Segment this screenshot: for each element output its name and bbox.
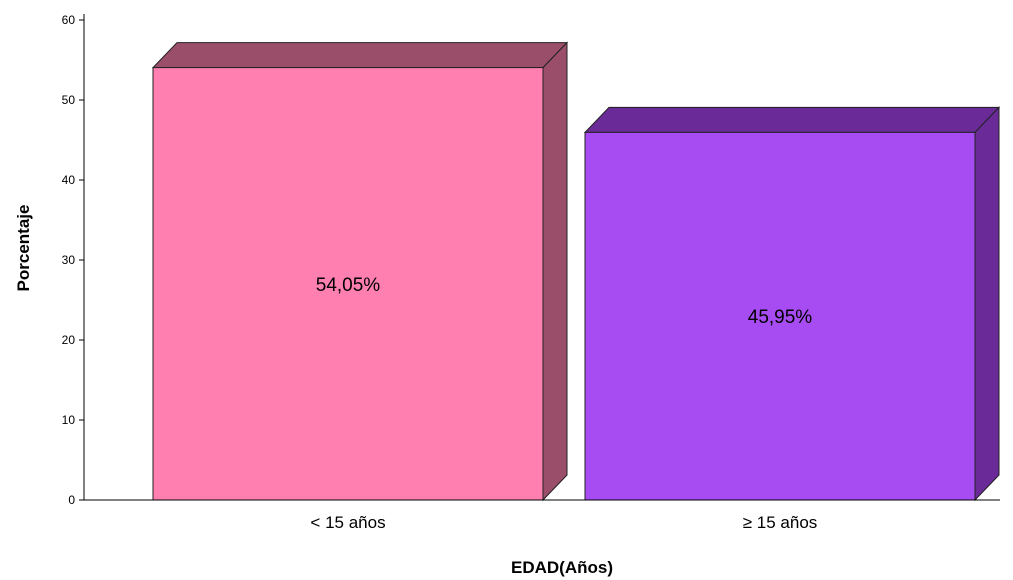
y-tick-label: 0 [68,493,75,507]
bar [584,131,976,501]
y-tick-label: 60 [62,13,76,27]
y-tick-label: 20 [62,333,76,347]
labels: 54,05% < 15 años 45,95% ≥ 15 años [310,275,817,532]
bars [151,41,1001,502]
bar-top-face [583,106,1001,133]
y-tick-label: 50 [62,93,76,107]
bar-top-face [151,42,569,69]
bar-side-face [974,106,1000,502]
x-tick-label: < 15 años [310,513,385,532]
y-axis-title: Porcentaje [14,205,33,292]
data-label: 45,95% [748,307,813,328]
bar-side-face [542,41,568,502]
data-label: 54,05% [316,275,381,296]
x-tick-label: ≥ 15 años [743,513,818,532]
y-tick-label: 30 [62,253,76,267]
x-axis-title: EDAD(Años) [511,558,613,577]
y-tick-label: 40 [62,173,76,187]
y-axis-ticks: 0 10 20 30 40 50 60 [62,13,84,507]
axes [83,14,1000,501]
y-tick-label: 10 [62,413,76,427]
